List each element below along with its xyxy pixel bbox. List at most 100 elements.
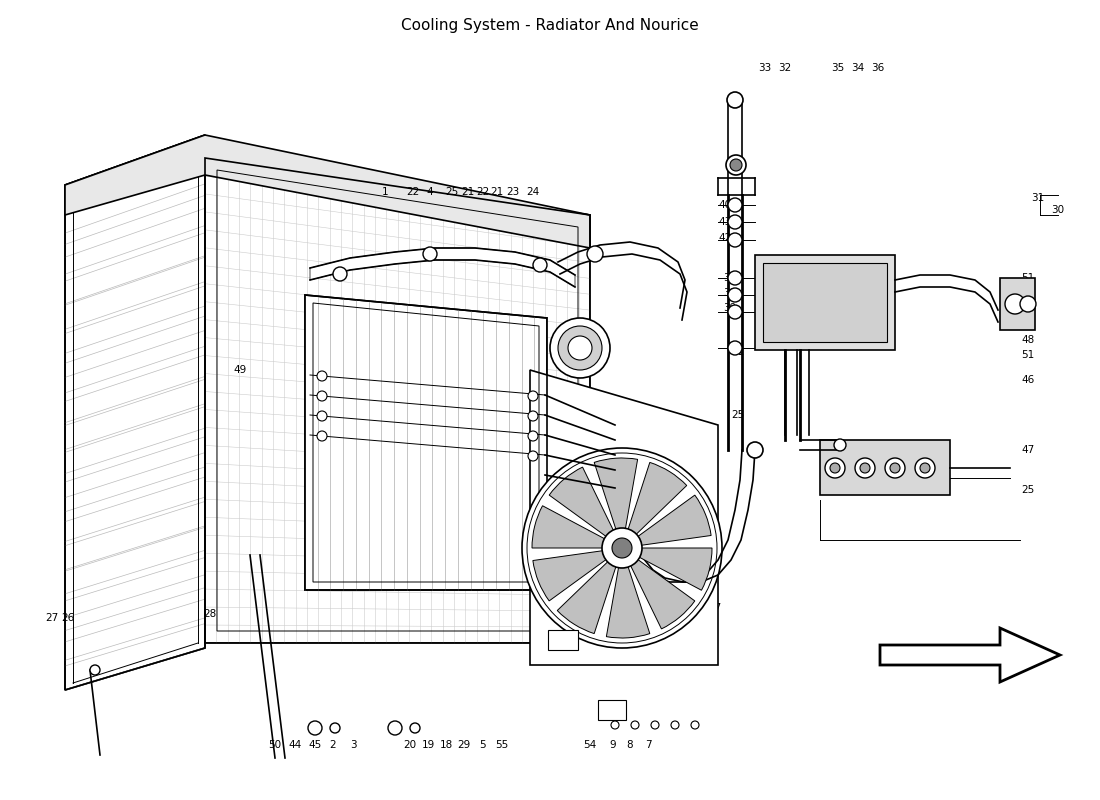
Circle shape: [855, 458, 875, 478]
Circle shape: [410, 723, 420, 733]
Circle shape: [726, 155, 746, 175]
Wedge shape: [549, 467, 621, 548]
Circle shape: [651, 721, 659, 729]
Text: 38: 38: [724, 288, 737, 298]
Text: 3: 3: [350, 740, 356, 750]
Text: 22: 22: [476, 187, 490, 197]
Circle shape: [424, 247, 437, 261]
Text: 35: 35: [832, 63, 845, 73]
Circle shape: [528, 451, 538, 461]
Circle shape: [920, 463, 929, 473]
Circle shape: [527, 453, 717, 643]
Text: 29: 29: [458, 740, 471, 750]
Text: 15: 15: [494, 390, 507, 400]
Circle shape: [728, 288, 743, 302]
Bar: [598, 700, 626, 720]
Text: 7: 7: [645, 740, 651, 750]
Text: 20: 20: [404, 740, 417, 750]
Text: 40: 40: [718, 200, 732, 210]
Circle shape: [587, 246, 603, 262]
Text: 19: 19: [421, 740, 434, 750]
Wedge shape: [558, 548, 622, 634]
Wedge shape: [621, 462, 686, 548]
Polygon shape: [205, 158, 590, 643]
Text: 17: 17: [708, 603, 722, 613]
Text: 22: 22: [406, 187, 419, 197]
Bar: [820, 440, 950, 495]
Circle shape: [728, 341, 743, 355]
Text: 2: 2: [330, 740, 337, 750]
Circle shape: [728, 305, 743, 319]
Text: 15: 15: [428, 345, 441, 355]
Text: 21: 21: [491, 187, 504, 197]
Text: 54: 54: [583, 740, 596, 750]
Circle shape: [825, 458, 845, 478]
Text: 8: 8: [627, 740, 634, 750]
Text: 34: 34: [851, 63, 865, 73]
Circle shape: [534, 258, 547, 272]
Wedge shape: [621, 495, 711, 548]
Circle shape: [522, 448, 722, 648]
Text: 45: 45: [308, 740, 321, 750]
Circle shape: [890, 463, 900, 473]
Text: 32: 32: [779, 63, 792, 73]
Text: 23: 23: [506, 187, 519, 197]
Text: 27: 27: [45, 613, 58, 623]
Text: 43: 43: [718, 217, 732, 227]
Text: 44: 44: [288, 740, 301, 750]
Text: 26: 26: [62, 613, 75, 623]
Wedge shape: [606, 548, 650, 638]
Text: 4: 4: [427, 187, 433, 197]
Text: 10: 10: [559, 415, 572, 425]
Circle shape: [333, 267, 346, 281]
Polygon shape: [310, 248, 575, 287]
Text: 21: 21: [461, 187, 474, 197]
Text: 9: 9: [609, 740, 616, 750]
Bar: [763, 263, 887, 342]
Circle shape: [317, 431, 327, 441]
Circle shape: [528, 431, 538, 441]
Circle shape: [730, 159, 743, 171]
Text: 52: 52: [565, 363, 579, 373]
Text: 14: 14: [561, 383, 574, 393]
Polygon shape: [65, 135, 590, 248]
Circle shape: [330, 723, 340, 733]
Circle shape: [90, 665, 100, 675]
Wedge shape: [594, 458, 638, 548]
Text: 55: 55: [495, 740, 508, 750]
Text: 5: 5: [478, 740, 485, 750]
Text: 11: 11: [602, 432, 615, 442]
Text: 30: 30: [1052, 205, 1065, 215]
Circle shape: [728, 233, 743, 247]
Circle shape: [671, 721, 679, 729]
Circle shape: [860, 463, 870, 473]
Text: 36: 36: [871, 63, 884, 73]
Bar: [548, 630, 578, 650]
Circle shape: [550, 318, 610, 378]
Polygon shape: [880, 628, 1060, 682]
Circle shape: [631, 721, 639, 729]
Text: 50: 50: [268, 740, 282, 750]
Text: 47: 47: [1022, 445, 1035, 455]
Circle shape: [830, 463, 840, 473]
Text: 37: 37: [724, 273, 737, 283]
Text: 46: 46: [1022, 305, 1035, 315]
Circle shape: [528, 411, 538, 421]
Circle shape: [691, 721, 698, 729]
Wedge shape: [532, 506, 621, 548]
Text: 1: 1: [382, 187, 388, 197]
Text: 53: 53: [606, 490, 619, 500]
Circle shape: [1005, 294, 1025, 314]
Text: 48: 48: [1022, 335, 1035, 345]
Circle shape: [727, 92, 742, 108]
Circle shape: [317, 411, 327, 421]
Text: 25: 25: [446, 187, 459, 197]
Text: 41: 41: [732, 347, 745, 357]
Circle shape: [886, 458, 905, 478]
Circle shape: [558, 326, 602, 370]
Circle shape: [728, 271, 743, 285]
Text: 28: 28: [204, 609, 217, 619]
Text: 25: 25: [1022, 485, 1035, 495]
Text: 49: 49: [233, 365, 246, 375]
Text: 18: 18: [439, 740, 452, 750]
